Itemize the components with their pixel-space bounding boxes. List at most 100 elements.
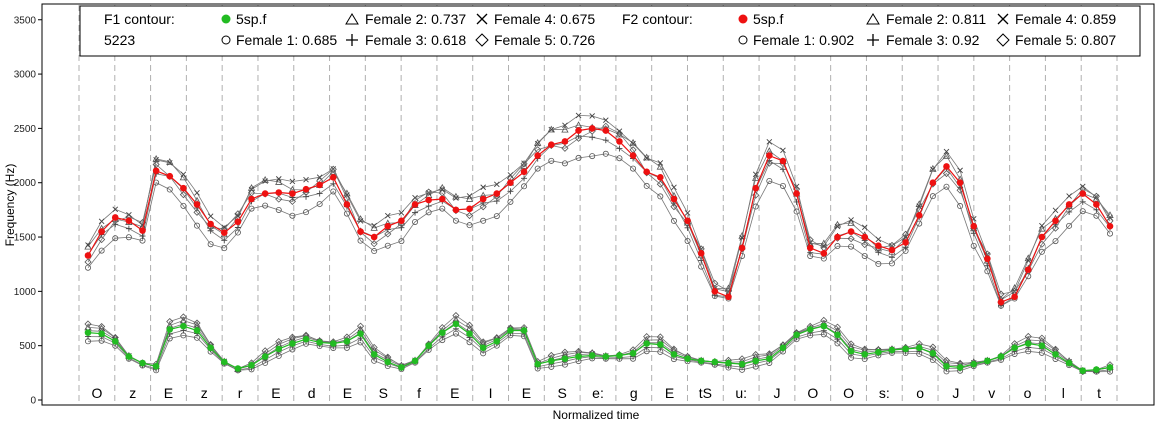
f2-mean-point <box>452 206 460 214</box>
f2-mean-point <box>193 201 201 208</box>
cross-marker <box>180 171 187 178</box>
segment-label: O <box>807 385 818 401</box>
circle-marker <box>630 165 637 172</box>
legend: F1 contour: 5223 F2 contour: 5sp.f Femal… <box>79 5 1141 57</box>
plus-marker <box>125 225 132 232</box>
f2-mean-point <box>98 228 105 235</box>
f1-mean-point <box>834 331 841 339</box>
plus-marker <box>221 237 228 244</box>
cross-marker <box>1025 257 1032 264</box>
segment-label: z <box>201 385 208 401</box>
triangle-marker-icon <box>866 13 880 25</box>
diamond-marker <box>643 333 651 341</box>
f2-mean-point <box>888 246 896 254</box>
diamond-marker <box>902 230 910 238</box>
circle-marker <box>480 217 487 224</box>
f2-mean-point <box>1065 201 1073 208</box>
circle-marker <box>534 165 541 172</box>
diamond-marker <box>670 203 678 211</box>
cross-marker <box>453 195 459 201</box>
circle-marker <box>929 193 936 200</box>
cross-marker <box>916 203 923 209</box>
f2-mean-point <box>507 179 514 187</box>
f1-mean-point <box>493 338 501 345</box>
diamond-marker <box>84 258 92 266</box>
cross-marker <box>112 206 119 213</box>
circle-marker <box>262 202 269 209</box>
f2-mean-point <box>684 217 691 225</box>
f1-mean-point <box>207 344 214 352</box>
diamond-marker <box>370 240 378 248</box>
circle-marker <box>957 203 964 210</box>
cross-marker <box>303 176 309 183</box>
circle-marker <box>970 242 977 249</box>
f2-mean-point <box>970 222 978 230</box>
f1-mean-point <box>343 338 351 345</box>
f1-mean-point <box>929 349 937 357</box>
cross-marker-icon <box>476 13 488 25</box>
circle-marker <box>289 212 296 219</box>
circle-marker <box>466 222 473 229</box>
cross-marker <box>480 184 486 191</box>
green-dot-icon <box>221 14 231 24</box>
f2-mean-point <box>793 190 800 197</box>
plus-marker <box>507 188 514 195</box>
circle-marker <box>248 205 255 212</box>
cross-marker <box>1066 193 1072 199</box>
plus-marker <box>303 193 310 200</box>
diamond-marker <box>179 191 187 199</box>
f2-mean-point <box>711 288 719 295</box>
f1-mean-point <box>943 363 950 370</box>
diamond-marker <box>656 333 664 341</box>
segment-label: S <box>379 385 388 401</box>
segment-label: t <box>1097 385 1101 401</box>
diamond-marker <box>1024 332 1032 341</box>
diamond-marker <box>942 169 951 178</box>
f2-mean-point <box>943 163 950 170</box>
plus-marker-icon <box>867 34 879 46</box>
f2-mean-point <box>861 233 869 241</box>
f2-mean-point <box>766 152 773 159</box>
f2-mean-point <box>997 298 1005 306</box>
f1-mean-point <box>793 331 800 339</box>
diamond-marker <box>752 350 760 359</box>
circle-marker <box>643 182 650 189</box>
f1-mean-point <box>166 326 174 333</box>
diamond-marker <box>656 180 664 188</box>
cross-marker <box>289 178 296 185</box>
f1-mean-point <box>670 351 678 358</box>
f1-mean-point <box>956 364 964 371</box>
x-axis-label: Normalized time <box>553 408 640 422</box>
f1-mean-point <box>725 359 732 367</box>
diamond-marker <box>561 348 569 356</box>
segment-label: v <box>988 385 995 401</box>
cross-marker <box>1052 207 1059 214</box>
circle-marker <box>343 210 350 217</box>
y-axis: 0 500 1000 1500 2000 2500 3000 3500 <box>14 15 42 407</box>
cross-marker <box>262 178 268 184</box>
f1-mean-point <box>806 326 814 333</box>
f1-mean-point <box>820 322 828 330</box>
legend-f2-female1-label: Female 1: 0.902 <box>753 32 854 48</box>
circle-marker <box>371 248 378 255</box>
f1-mean-point <box>738 360 746 368</box>
legend-f2-heading: F2 contour: <box>622 11 693 27</box>
segment-label: E <box>665 385 674 401</box>
cross-marker <box>316 174 323 181</box>
circle-marker <box>1079 208 1086 215</box>
f1-mean-point <box>452 320 460 328</box>
f2-female-1-line <box>87 153 1111 307</box>
f2-mean-point <box>657 173 664 181</box>
segment-label: o <box>916 385 924 401</box>
f2-mean-point <box>1093 201 1100 208</box>
segment-label: O <box>91 385 102 401</box>
circle-marker <box>888 260 895 267</box>
segment-label: tS <box>699 385 712 401</box>
f2-mean-point <box>289 190 296 197</box>
plus-marker <box>602 137 609 144</box>
circle-marker <box>112 235 119 242</box>
legend-box <box>79 5 1141 57</box>
cross-marker <box>589 113 596 119</box>
segment-label: d <box>308 385 316 401</box>
cross-marker <box>752 171 759 178</box>
